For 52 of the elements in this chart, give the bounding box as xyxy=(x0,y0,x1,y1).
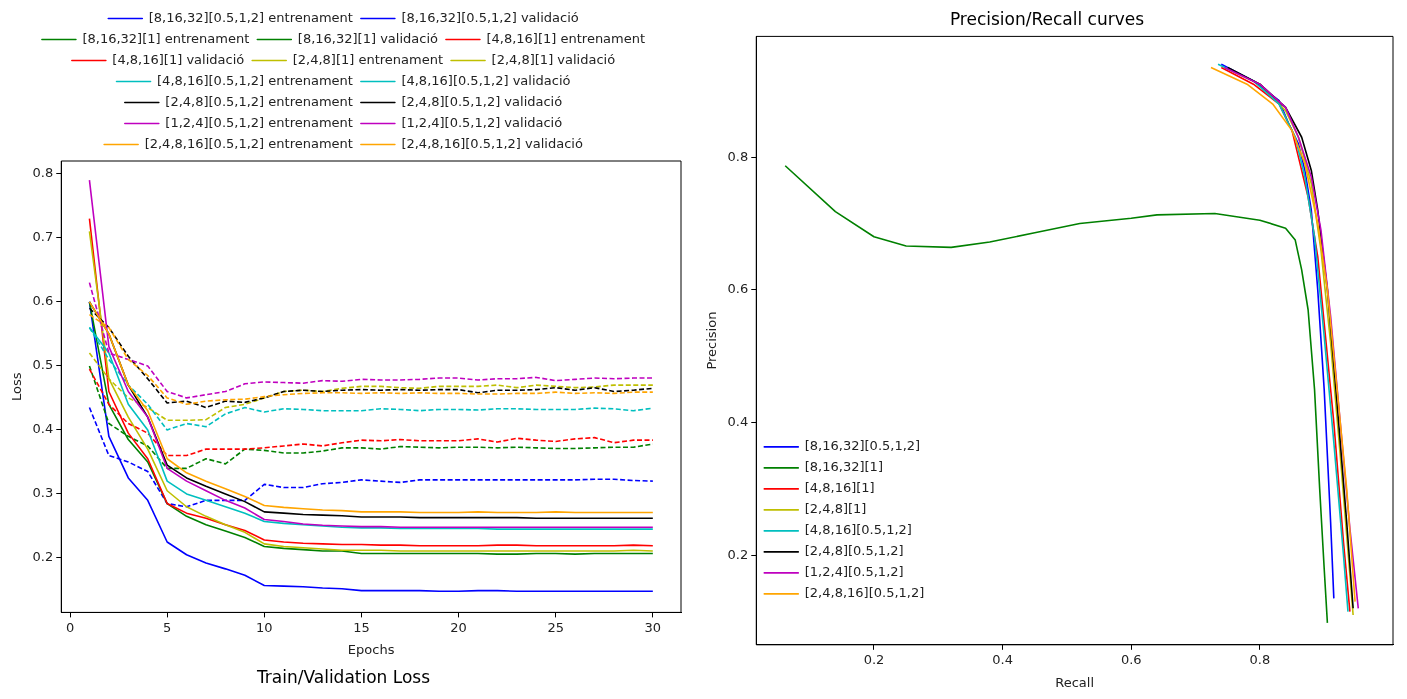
legend-label: [2,4,8,16][0.5,1,2] xyxy=(804,585,925,601)
x-tick-label: 0.4 xyxy=(992,651,1013,667)
y-tick-label: 0.3 xyxy=(32,485,54,501)
y-tick-label: 0.4 xyxy=(727,413,749,429)
legend-label: [2,4,8][1] validació xyxy=(491,51,616,67)
x-tick-label: 0.2 xyxy=(863,651,885,667)
y-tick-label: 0.2 xyxy=(727,546,749,562)
x-tick-label: 15 xyxy=(353,619,370,635)
y-tick-label: 0.6 xyxy=(727,281,749,297)
legend-label: [4,8,16][0.5,1,2] xyxy=(804,522,912,538)
legend-label: [8,16,32][1] xyxy=(804,459,883,475)
legend-label: [2,4,8][1] xyxy=(804,501,867,517)
legend-label: [4,8,16][0.5,1,2] validació xyxy=(401,72,571,88)
x-tick-label: 20 xyxy=(450,619,467,635)
legend-label: [4,8,16][1] xyxy=(804,480,875,496)
legend-label: [8,16,32][1] validació xyxy=(297,30,438,46)
legend-label: [1,2,4][0.5,1,2] entrenament xyxy=(165,114,353,130)
x-axis-title: Epochs xyxy=(347,642,395,658)
legend-label: [8,16,32][0.5,1,2] xyxy=(804,438,921,454)
legend-label: [1,2,4][0.5,1,2] validació xyxy=(401,114,563,130)
legend-label: [2,4,8][0.5,1,2] entrenament xyxy=(165,93,353,109)
chart-title: Precision/Recall curves xyxy=(949,8,1145,29)
y-tick-label: 0.8 xyxy=(32,165,54,181)
legend-label: [2,4,8,16][0.5,1,2] validació xyxy=(401,135,583,151)
legend-label: [4,8,16][0.5,1,2] entrenament xyxy=(157,72,353,88)
legend-label: [1,2,4][0.5,1,2] xyxy=(804,564,904,580)
legend-label: [8,16,32][0.5,1,2] validació xyxy=(401,9,579,25)
x-tick-label: 25 xyxy=(547,619,564,635)
legend-label: [2,4,8][0.5,1,2] xyxy=(804,543,904,559)
y-tick-label: 0.7 xyxy=(32,229,54,245)
legend-label: [4,8,16][1] validació xyxy=(112,51,245,67)
x-tick-label: 10 xyxy=(256,619,273,635)
x-tick-label: 0.6 xyxy=(1120,651,1142,667)
y-axis-title: Precision xyxy=(704,311,720,370)
x-tick-label: 30 xyxy=(644,619,662,635)
x-tick-label: 0.8 xyxy=(1249,651,1271,667)
y-tick-label: 0.8 xyxy=(727,148,749,164)
legend-label: [2,4,8][1] entrenament xyxy=(292,51,444,67)
y-axis-title: Loss xyxy=(9,372,25,401)
legend-label: [8,16,32][0.5,1,2] entrenament xyxy=(148,9,353,25)
legend-label: [2,4,8][0.5,1,2] validació xyxy=(401,93,563,109)
y-tick-label: 0.4 xyxy=(32,421,54,437)
legend-label: [8,16,32][1] entrenament xyxy=(82,30,250,46)
x-tick-label: 0 xyxy=(65,619,75,635)
y-tick-label: 0.5 xyxy=(32,357,54,373)
legend-label: [2,4,8,16][0.5,1,2] entrenament xyxy=(144,135,353,151)
legend-label: [4,8,16][1] entrenament xyxy=(486,30,646,46)
text: Train/Validation Loss xyxy=(255,667,431,688)
y-tick-label: 0.6 xyxy=(32,293,54,309)
x-tick-label: 5 xyxy=(163,619,172,635)
y-tick-label: 0.2 xyxy=(32,549,54,565)
x-axis-title: Recall xyxy=(1055,674,1095,690)
